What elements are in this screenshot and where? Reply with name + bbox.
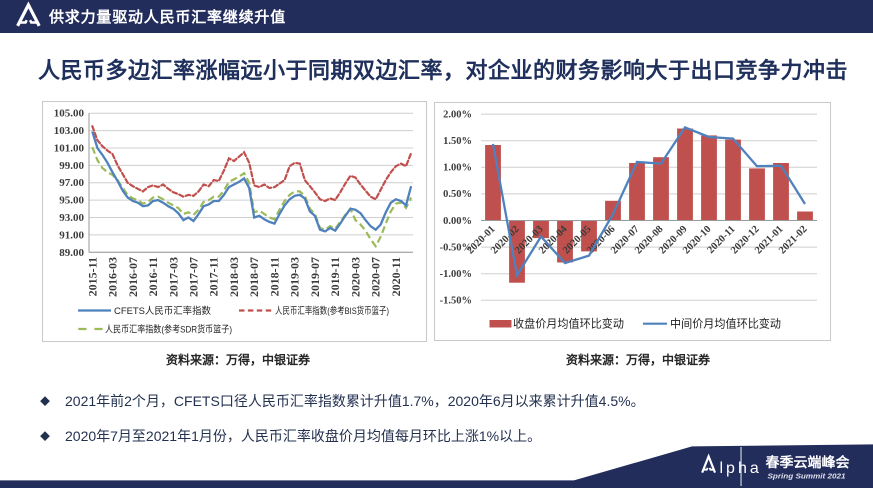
svg-text:91.00: 91.00 [59, 229, 84, 241]
svg-text:2020-03: 2020-03 [348, 257, 362, 297]
svg-text:2016-07: 2016-07 [126, 257, 140, 297]
svg-text:1.50%: 1.50% [443, 136, 472, 147]
svg-text:2018-07: 2018-07 [247, 257, 261, 297]
svg-text:2016-11: 2016-11 [146, 257, 160, 296]
svg-text:-1.00%: -1.00% [440, 269, 472, 280]
svg-text:人民币汇率指数(参考BIS货币篮子): 人民币汇率指数(参考BIS货币篮子) [275, 305, 389, 317]
svg-text:2017-03: 2017-03 [166, 257, 180, 297]
svg-text:103.00: 103.00 [54, 125, 85, 137]
svg-text:2019-03: 2019-03 [288, 257, 302, 297]
svg-text:人民币汇率指数(参考SDR货币篮子): 人民币汇率指数(参考SDR货币篮子) [105, 324, 232, 336]
svg-text:97.00: 97.00 [59, 177, 84, 189]
svg-text:2019-11: 2019-11 [328, 257, 342, 296]
svg-text:101.00: 101.00 [54, 143, 85, 155]
svg-text:2020-11: 2020-11 [389, 257, 403, 296]
svg-text:-0.50%: -0.50% [440, 242, 472, 253]
svg-text:2017-11: 2017-11 [207, 257, 221, 296]
svg-text:89.00: 89.00 [59, 247, 84, 259]
svg-text:Spring Summit 2021: Spring Summit 2021 [768, 472, 846, 481]
svg-text:93.00: 93.00 [59, 212, 84, 224]
svg-text:2020-07: 2020-07 [369, 257, 383, 297]
svg-text:CFETS人民币汇率指数: CFETS人民币汇率指数 [114, 305, 211, 317]
svg-text:收盘价月均值环比变动: 收盘价月均值环比变动 [513, 317, 624, 331]
svg-text:2016-03: 2016-03 [106, 257, 120, 297]
svg-text:2018-03: 2018-03 [227, 257, 241, 297]
svg-text:0.50%: 0.50% [443, 189, 472, 200]
svg-text:lpha: lpha [720, 460, 762, 477]
svg-text:95.00: 95.00 [59, 195, 84, 207]
svg-text:2.00%: 2.00% [443, 109, 472, 120]
svg-text:2019-07: 2019-07 [308, 257, 322, 297]
svg-text:春季云端峰会: 春季云端峰会 [764, 454, 850, 470]
svg-text:0.00%: 0.00% [443, 216, 472, 227]
svg-text:99.00: 99.00 [59, 160, 84, 172]
svg-text:2018-11: 2018-11 [268, 257, 282, 296]
svg-text:105.00: 105.00 [54, 108, 85, 120]
svg-text:1.00%: 1.00% [443, 163, 472, 174]
svg-text:2015-11: 2015-11 [85, 257, 99, 296]
svg-text:中间价月均值环比变动: 中间价月均值环比变动 [670, 317, 781, 331]
svg-text:-1.50%: -1.50% [440, 296, 472, 307]
svg-text:2017-07: 2017-07 [187, 257, 201, 297]
